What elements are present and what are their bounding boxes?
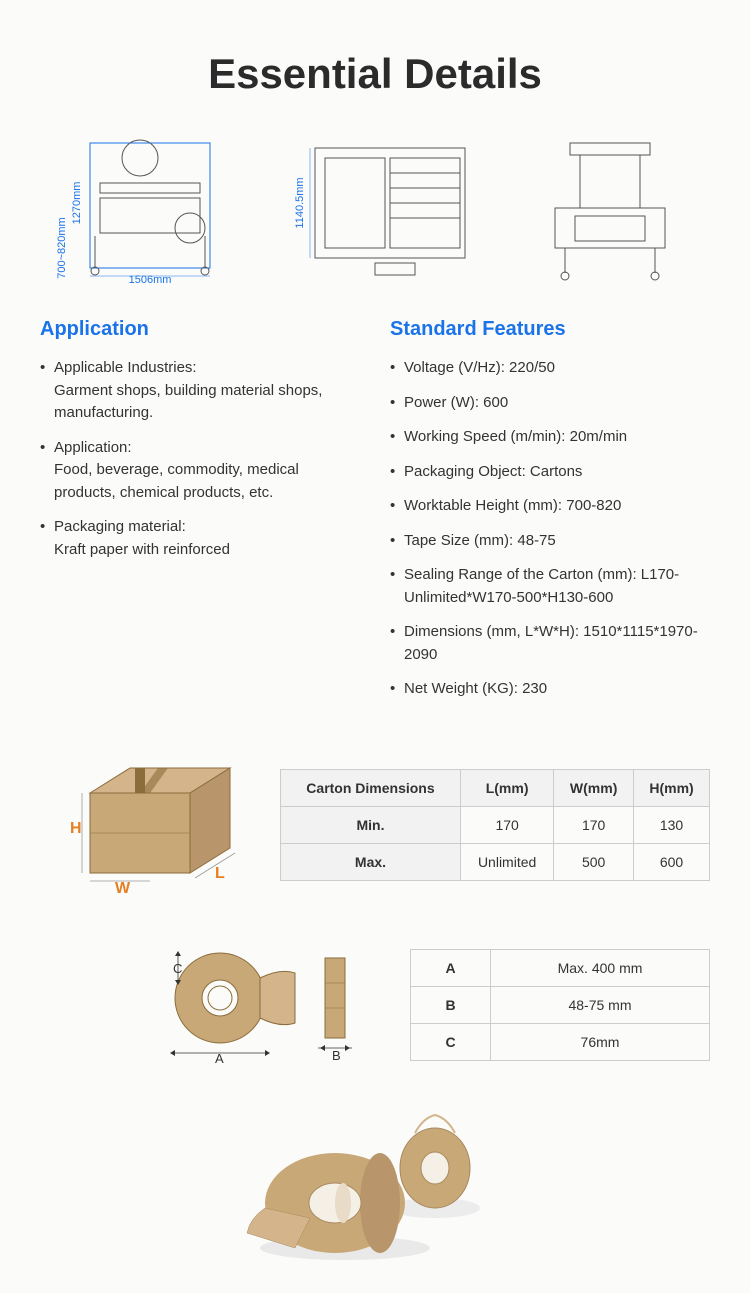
carton-box-diagram: H W L <box>40 743 260 908</box>
application-item: Applicable Industries: Garment shops, bu… <box>40 357 360 425</box>
page-title: Essential Details <box>40 50 710 98</box>
feature-item: Tape Size (mm): 48-75 <box>390 530 710 553</box>
features-heading: Standard Features <box>390 318 710 341</box>
th-w: W(mm) <box>554 770 634 807</box>
cell: Max. <box>281 844 461 881</box>
feature-item: Dimensions (mm, L*W*H): 1510*1115*1970-2… <box>390 621 710 666</box>
cell: A <box>411 950 491 987</box>
table-row: AMax. 400 mm <box>411 950 710 987</box>
table-row: Min. 170 170 130 <box>281 807 710 844</box>
box-label-w: W <box>115 880 131 897</box>
cell: 170 <box>460 807 553 844</box>
cell: 170 <box>554 807 634 844</box>
table-row: C76mm <box>411 1024 710 1061</box>
features-column: Standard Features Voltage (V/Hz): 220/50… <box>390 318 710 713</box>
table-row: Max. Unlimited 500 600 <box>281 844 710 881</box>
cell: 76mm <box>491 1024 710 1061</box>
app-text-0: Garment shops, building material shops, … <box>54 380 360 425</box>
feature-item: Working Speed (m/min): 20m/min <box>390 426 710 449</box>
diagram-side-view <box>500 128 710 288</box>
th-h: H(mm) <box>634 770 710 807</box>
cell: 600 <box>634 844 710 881</box>
feature-item: Worktable Height (mm): 700-820 <box>390 495 710 518</box>
cell: B <box>411 987 491 1024</box>
app-label-2: Packaging material: <box>54 518 186 535</box>
cell: 130 <box>634 807 710 844</box>
tape-label-b: B <box>332 1048 341 1063</box>
tape-roll-diagram: C A B <box>140 938 380 1073</box>
app-text-2: Kraft paper with reinforced <box>54 539 360 562</box>
feature-item: Sealing Range of the Carton (mm): L170-U… <box>390 564 710 609</box>
cell: Unlimited <box>460 844 553 881</box>
diagram-top-view: 1140.5mm <box>270 128 480 288</box>
app-label-0: Applicable Industries: <box>54 359 197 376</box>
application-item: Packaging material: Kraft paper with rei… <box>40 516 360 561</box>
table-row: B48-75 mm <box>411 987 710 1024</box>
technical-diagrams: 1270mm 700~820mm 1506mm 1140.5mm <box>40 128 710 288</box>
feature-item: Net Weight (KG): 230 <box>390 678 710 701</box>
box-label-h: H <box>70 820 82 837</box>
th-carton: Carton Dimensions <box>281 770 461 807</box>
cell: C <box>411 1024 491 1061</box>
tape-product-photo <box>40 1103 710 1263</box>
application-column: Application Applicable Industries: Garme… <box>40 318 360 713</box>
app-text-1: Food, beverage, commodity, medical produ… <box>54 459 360 504</box>
application-item: Application: Food, beverage, commodity, … <box>40 437 360 505</box>
feature-item: Voltage (V/Hz): 220/50 <box>390 357 710 380</box>
application-heading: Application <box>40 318 360 341</box>
dim-1270: 1270mm <box>71 182 83 225</box>
cell: 48-75 mm <box>491 987 710 1024</box>
th-l: L(mm) <box>460 770 553 807</box>
carton-dimensions-table: Carton Dimensions L(mm) W(mm) H(mm) Min.… <box>280 769 710 881</box>
dim-700-820: 700~820mm <box>56 217 68 278</box>
box-label-l: L <box>215 865 225 882</box>
cell: Min. <box>281 807 461 844</box>
tape-dimensions-table: AMax. 400 mm B48-75 mm C76mm <box>410 949 710 1061</box>
feature-item: Power (W): 600 <box>390 392 710 415</box>
diagram-front-view: 1270mm 700~820mm 1506mm <box>40 128 250 288</box>
cell: 500 <box>554 844 634 881</box>
feature-item: Packaging Object: Cartons <box>390 461 710 484</box>
app-label-1: Application: <box>54 439 132 456</box>
cell: Max. 400 mm <box>491 950 710 987</box>
dim-1140: 1140.5mm <box>294 177 306 228</box>
